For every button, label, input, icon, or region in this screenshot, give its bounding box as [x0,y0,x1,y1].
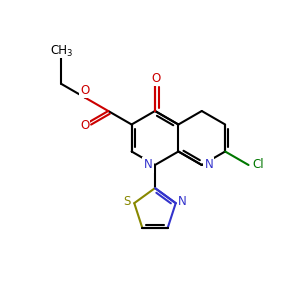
Text: Cl: Cl [253,158,264,170]
Text: N: N [178,195,187,208]
Text: O: O [80,84,89,97]
Text: CH: CH [50,44,67,56]
Text: N: N [204,158,213,172]
Text: O: O [80,119,89,132]
Text: O: O [152,71,160,85]
Text: 3: 3 [67,50,72,58]
Text: S: S [124,195,131,208]
Text: N: N [144,158,152,172]
